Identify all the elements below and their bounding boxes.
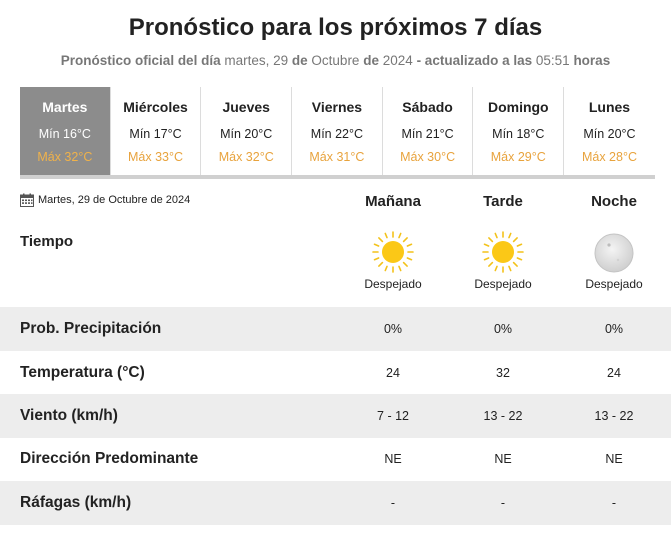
cell-noche: NE [605,452,623,466]
cell-manana: 0% [383,322,403,336]
weather-tarde: Despejado [453,230,553,291]
day-name: Viernes [311,99,363,115]
subtitle-month: Octubre [311,53,360,68]
cell-tarde: 0% [493,322,513,336]
cell-noche: 0% [604,322,624,336]
subtitle-year: 2024 [382,53,413,68]
day-tab-martes[interactable]: Martes Mín 16°C Máx 32°C [20,87,111,175]
cell-noche: 24 [607,366,621,380]
cell-manana: - [390,496,396,510]
subtitle-prefix: Pronóstico oficial del día [60,53,221,68]
day-name: Lunes [588,99,631,115]
day-min-temp: Mín 17°C [129,127,182,141]
row-label: Dirección Predominante [20,450,199,467]
cell-tarde: 32 [496,366,510,380]
day-tabs: Martes Mín 16°C Máx 32°C Miércoles Mín 1… [20,87,655,179]
subtitle-de-2: de [363,53,379,68]
subtitle-day: martes, 29 [224,53,289,68]
day-max-temp: Máx 32°C [218,150,274,164]
day-tab-lunes[interactable]: Lunes Mín 20°C Máx 28°C [564,87,655,175]
day-tab-miercoles[interactable]: Miércoles Mín 17°C Máx 33°C [110,87,202,175]
day-max-temp: Máx 28°C [581,150,637,164]
cell-tarde: - [500,496,506,510]
detail-date: Martes, 29 de Octubre de 2024 [20,193,190,207]
row-label: Temperatura (°C) [20,364,145,381]
day-name: Sábado [402,99,453,115]
subtitle-updated: - actualizado a las [416,53,533,68]
day-min-temp: Mín 16°C [38,127,91,141]
detail-date-text: Martes, 29 de Octubre de 2024 [38,194,191,206]
subtitle-de-1: de [291,53,308,68]
sun-icon [372,231,414,273]
weather-label: Despejado [474,277,532,291]
subtitle-time: 05:51 [535,53,570,68]
day-min-temp: Mín 18°C [492,127,545,141]
day-min-temp: Mín 22°C [310,127,364,141]
row-label: Viento (km/h) [20,407,118,424]
weather-noche: Despejado [564,230,664,291]
row-temperatura: Temperatura (°C) 24 32 24 [0,351,671,395]
subtitle-hours: horas [573,53,611,68]
day-name: Jueves [222,99,270,115]
column-noche: Noche [591,193,637,210]
day-min-temp: Mín 20°C [220,127,273,141]
day-tab-domingo[interactable]: Domingo Mín 18°C Máx 29°C [473,87,565,175]
day-max-temp: Máx 29°C [490,150,546,164]
cell-tarde: 13 - 22 [483,409,523,423]
cell-noche: - [611,496,617,510]
tiempo-label: Tiempo [20,233,74,250]
page-subtitle: Pronóstico oficial del día martes, 29 de… [0,53,671,68]
day-max-temp: Máx 31°C [309,150,365,164]
day-tab-viernes[interactable]: Viernes Mín 22°C Máx 31°C [292,87,383,175]
cell-manana: 7 - 12 [377,409,409,423]
cell-manana: NE [384,452,402,466]
calendar-icon [20,193,34,207]
row-label: Ráfagas (km/h) [20,494,132,511]
day-name: Domingo [487,99,549,115]
day-name: Martes [42,99,88,115]
row-rafagas: Ráfagas (km/h) - - - [0,481,671,525]
row-viento: Viento (km/h) 7 - 12 13 - 22 13 - 22 [0,394,671,438]
column-tarde: Tarde [483,193,523,210]
cell-manana: 24 [386,366,400,380]
moon-icon [594,233,634,273]
row-direccion: Dirección Predominante NE NE NE [0,437,671,481]
row-precipitacion: Prob. Precipitación 0% 0% 0% [0,307,671,351]
cell-tarde: NE [494,452,512,466]
sun-icon [482,231,524,273]
day-max-temp: Máx 33°C [128,150,184,164]
weather-manana: Despejado [343,230,443,291]
weather-label: Despejado [585,277,643,291]
row-label: Prob. Precipitación [20,320,162,337]
day-tab-sabado[interactable]: Sábado Mín 21°C Máx 30°C [382,87,474,175]
page-title: Pronóstico para los próximos 7 días [128,14,543,41]
day-min-temp: Mín 20°C [583,127,636,141]
day-name: Miércoles [123,99,188,115]
cell-noche: 13 - 22 [594,409,634,423]
day-max-temp: Máx 32°C [37,150,93,164]
day-min-temp: Mín 21°C [401,127,454,141]
column-manana: Mañana [365,193,421,210]
day-max-temp: Máx 30°C [400,150,456,164]
weather-label: Despejado [364,277,422,291]
day-tab-jueves[interactable]: Jueves Mín 20°C Máx 32°C [201,87,293,175]
